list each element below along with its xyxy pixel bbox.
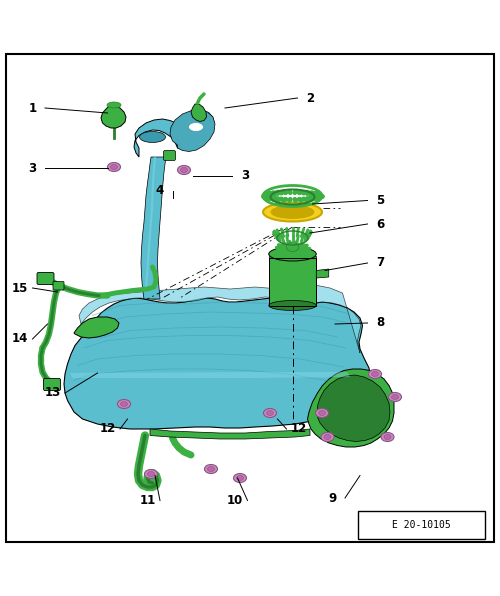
Polygon shape	[308, 369, 394, 447]
Ellipse shape	[321, 433, 334, 442]
Ellipse shape	[269, 300, 316, 311]
Ellipse shape	[263, 203, 322, 222]
Polygon shape	[134, 111, 214, 157]
Ellipse shape	[388, 393, 402, 402]
Ellipse shape	[107, 102, 121, 108]
Ellipse shape	[109, 164, 119, 170]
Ellipse shape	[372, 371, 378, 377]
Ellipse shape	[318, 411, 326, 415]
Text: 7: 7	[376, 256, 384, 269]
Text: 5: 5	[376, 194, 384, 207]
Polygon shape	[70, 372, 350, 378]
Ellipse shape	[381, 433, 394, 442]
Ellipse shape	[140, 132, 166, 142]
FancyBboxPatch shape	[44, 378, 60, 390]
Text: E 20-10105: E 20-10105	[392, 520, 451, 530]
Polygon shape	[316, 269, 329, 278]
Ellipse shape	[271, 206, 314, 218]
FancyBboxPatch shape	[358, 511, 484, 539]
Text: 9: 9	[328, 492, 336, 504]
FancyBboxPatch shape	[53, 281, 64, 290]
Polygon shape	[150, 429, 310, 439]
Ellipse shape	[180, 167, 188, 172]
Text: 14: 14	[12, 333, 28, 346]
Polygon shape	[64, 298, 371, 429]
Ellipse shape	[204, 464, 218, 473]
Ellipse shape	[120, 402, 128, 406]
Ellipse shape	[144, 470, 158, 479]
Ellipse shape	[148, 471, 154, 476]
Ellipse shape	[118, 399, 130, 408]
Text: 1: 1	[28, 101, 36, 114]
Ellipse shape	[234, 473, 246, 483]
Ellipse shape	[316, 408, 328, 418]
Polygon shape	[269, 256, 316, 306]
Ellipse shape	[266, 411, 274, 415]
Polygon shape	[141, 157, 166, 299]
Ellipse shape	[368, 370, 382, 378]
Text: 12: 12	[291, 423, 307, 436]
Text: 10: 10	[227, 494, 243, 507]
Text: 15: 15	[12, 281, 28, 294]
Ellipse shape	[286, 243, 299, 252]
Text: 3: 3	[241, 169, 249, 182]
Ellipse shape	[384, 434, 391, 439]
Text: 3: 3	[28, 162, 36, 175]
Text: 2: 2	[306, 92, 314, 104]
Ellipse shape	[236, 476, 244, 480]
Polygon shape	[79, 285, 361, 353]
Ellipse shape	[108, 163, 120, 172]
Polygon shape	[318, 375, 390, 442]
Bar	[269, 258, 316, 306]
Ellipse shape	[208, 467, 214, 471]
Ellipse shape	[179, 167, 189, 173]
Text: 6: 6	[376, 218, 384, 231]
Polygon shape	[191, 104, 206, 122]
Text: 11: 11	[140, 494, 156, 507]
Text: 12: 12	[100, 423, 116, 436]
Text: 13: 13	[44, 386, 60, 399]
Polygon shape	[170, 110, 215, 151]
FancyBboxPatch shape	[37, 272, 54, 284]
FancyBboxPatch shape	[164, 151, 175, 160]
Text: 4: 4	[156, 184, 164, 197]
Text: 8: 8	[376, 316, 384, 330]
Ellipse shape	[264, 408, 276, 418]
Ellipse shape	[392, 395, 398, 399]
Ellipse shape	[178, 166, 190, 175]
Ellipse shape	[188, 123, 204, 132]
Polygon shape	[101, 105, 126, 128]
Ellipse shape	[324, 434, 331, 439]
Ellipse shape	[110, 164, 117, 169]
Ellipse shape	[269, 247, 316, 261]
Polygon shape	[74, 317, 119, 338]
